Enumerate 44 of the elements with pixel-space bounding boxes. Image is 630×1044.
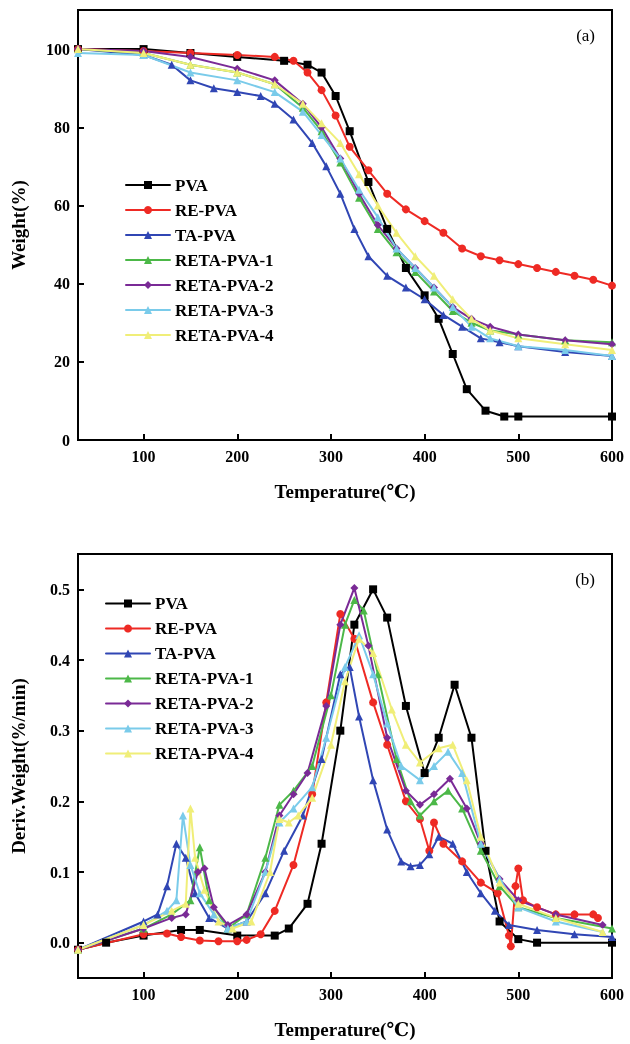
x-tick-label: 500 xyxy=(506,985,531,1003)
x-tick-label: 100 xyxy=(131,985,156,1003)
x-tick-label: 300 xyxy=(318,447,343,465)
legend-label: PVA xyxy=(155,594,189,613)
x-tick-label: 400 xyxy=(412,447,437,465)
y-tick-label: 60 xyxy=(54,196,70,214)
y-tick-label: 0 xyxy=(62,431,70,449)
y-tick-label: 0.4 xyxy=(50,651,70,669)
x-tick-label: 400 xyxy=(412,985,437,1003)
x-tick-label: 100 xyxy=(131,447,156,465)
text: (b) xyxy=(575,570,596,589)
y-tick-label: 0.0 xyxy=(50,934,70,952)
legend-label: TA-PVA xyxy=(155,644,217,663)
y-axis-title: Weight(%) xyxy=(8,180,30,270)
legend-label: RETA-PVA-3 xyxy=(155,719,254,738)
y-axis-title: Deriv.Weight(%/min) xyxy=(8,678,30,854)
y-tick-label: 0.1 xyxy=(50,863,70,881)
legend-label: TA-PVA xyxy=(175,225,237,245)
x-tick-label: 600 xyxy=(600,447,624,465)
text: (a) xyxy=(576,26,596,45)
legend-label: RE-PVA xyxy=(175,200,238,220)
legend-label: RETA-PVA-4 xyxy=(155,744,255,763)
y-tick-label: 80 xyxy=(54,118,70,136)
legend-label: PVA xyxy=(175,175,209,195)
y-tick-label: 100 xyxy=(46,40,70,58)
legend-label: RETA-PVA-2 xyxy=(155,694,254,713)
y-tick-label: 0.2 xyxy=(50,792,70,810)
legend-label: RETA-PVA-1 xyxy=(175,250,274,270)
y-tick-label: 20 xyxy=(54,353,70,371)
legend-label: RE-PVA xyxy=(155,619,218,638)
legend-label: RETA-PVA-3 xyxy=(175,300,274,320)
y-tick-label: 0.5 xyxy=(50,580,70,598)
y-tick-label: 40 xyxy=(54,275,70,293)
x-axis-title: Temperature(℃) xyxy=(274,1019,416,1041)
x-tick-label: 600 xyxy=(600,985,624,1003)
x-tick-label: 500 xyxy=(506,447,531,465)
y-tick-label: 0.3 xyxy=(50,722,70,740)
x-axis-title: Temperature(℃) xyxy=(274,481,416,503)
legend-label: RETA-PVA-2 xyxy=(175,275,274,295)
x-tick-label: 300 xyxy=(318,985,343,1003)
x-tick-label: 200 xyxy=(225,447,250,465)
legend-label: RETA-PVA-1 xyxy=(155,669,254,688)
legend-label: RETA-PVA-4 xyxy=(175,325,275,345)
x-tick-label: 200 xyxy=(225,985,250,1003)
